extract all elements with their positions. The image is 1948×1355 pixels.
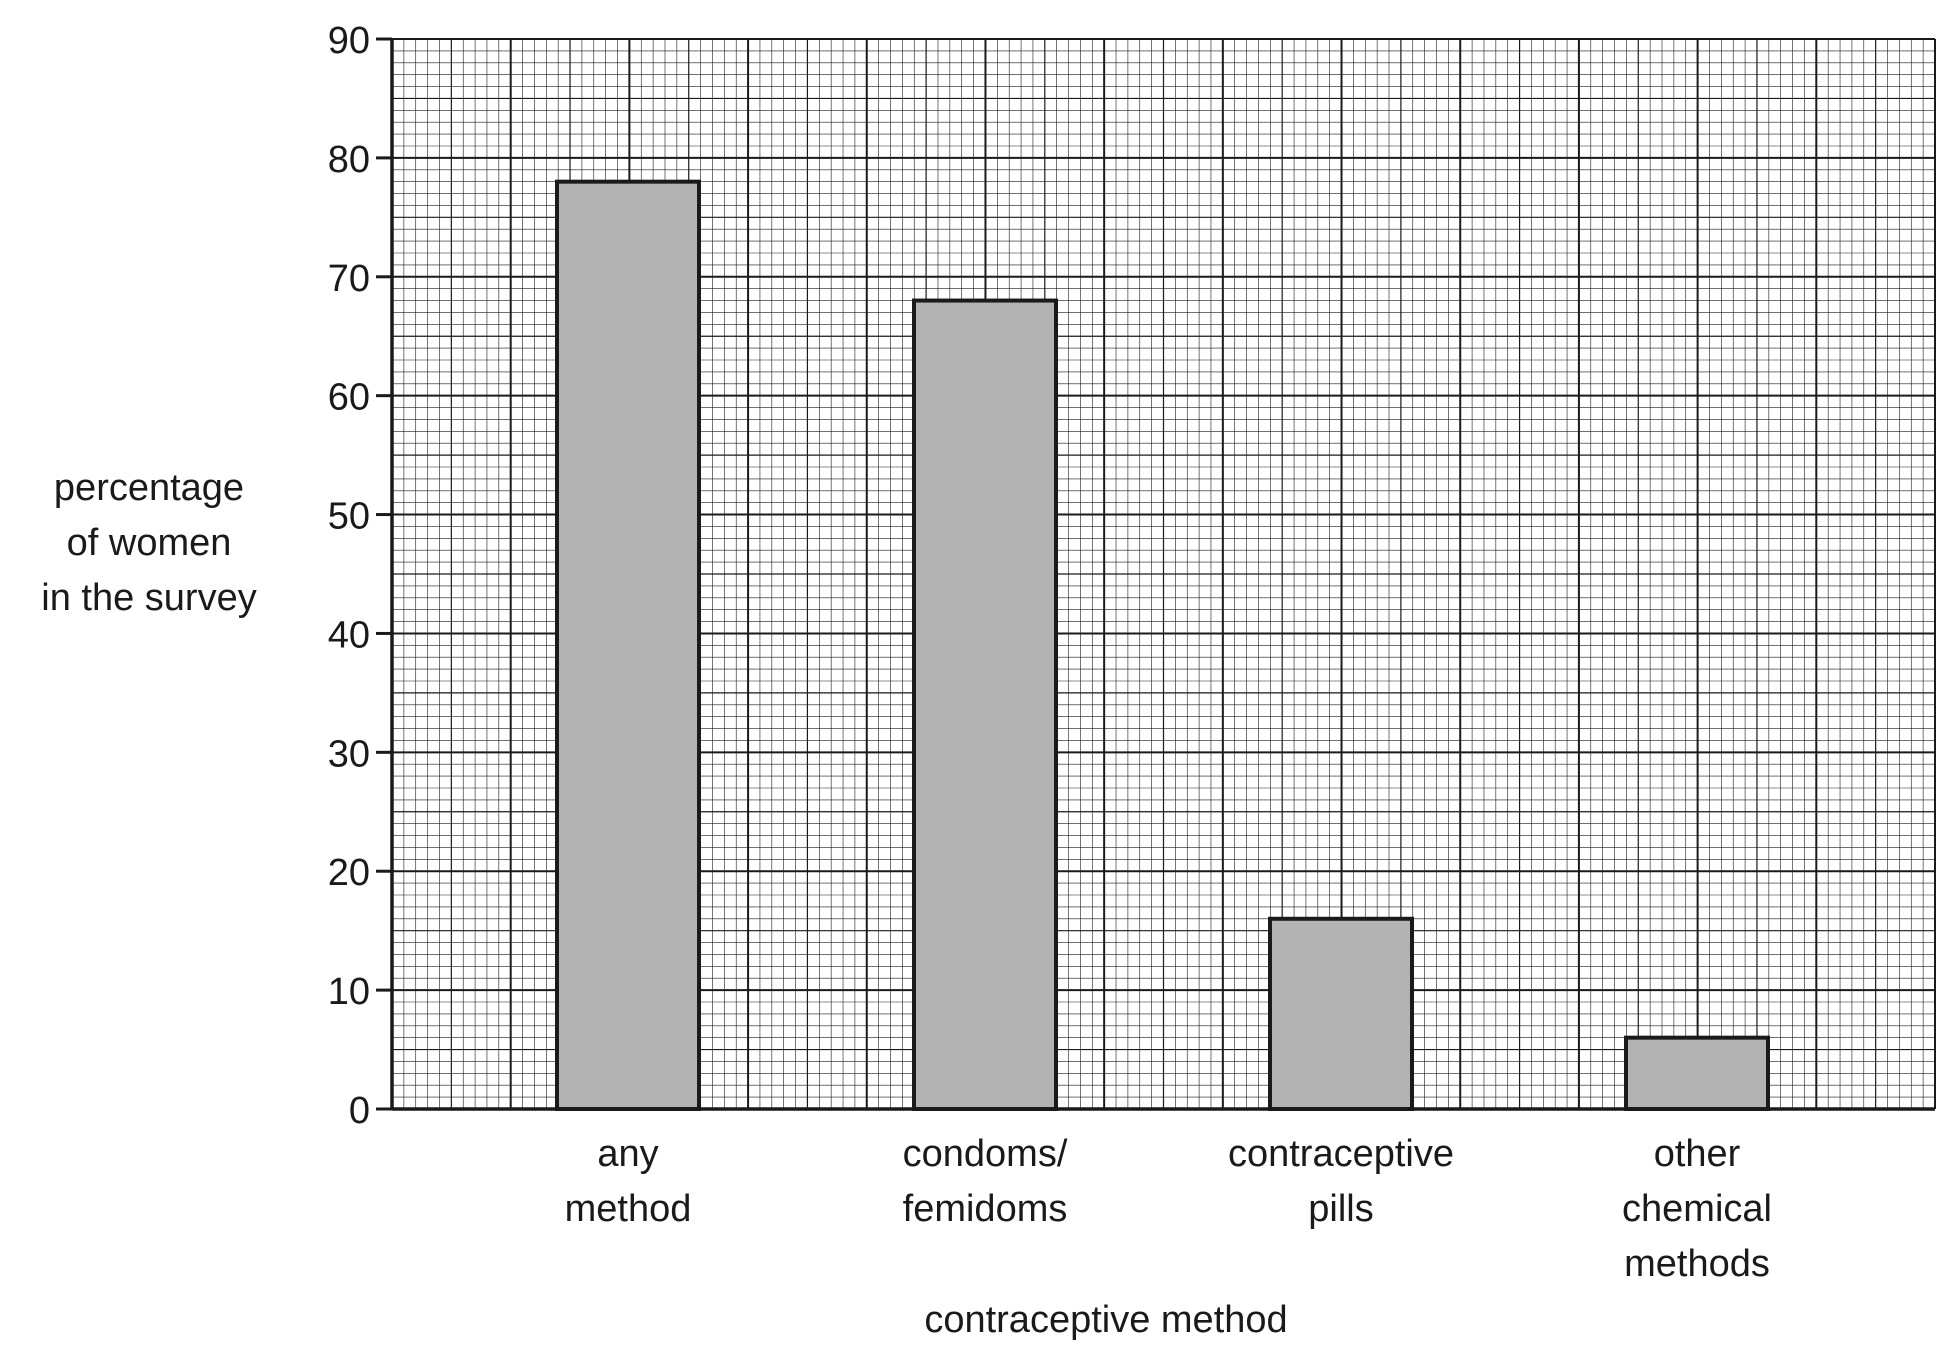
y-tick-label: 10 — [328, 971, 370, 1013]
y-tick-label: 70 — [328, 258, 370, 300]
bar-3 — [1624, 1035, 1770, 1111]
x-axis-label: contraceptive method — [924, 1299, 1287, 1341]
y-tick-label: 50 — [328, 496, 370, 538]
bar-0 — [555, 179, 701, 1111]
y-axis-label: percentage of women in the survey — [41, 467, 256, 619]
y-tick-labels: 0 10 20 30 40 50 60 70 80 90 — [328, 20, 392, 1132]
bars — [555, 179, 1770, 1111]
y-tick-label: 40 — [328, 614, 370, 656]
y-tick-label: 30 — [328, 733, 370, 775]
y-tick-label: 80 — [328, 139, 370, 181]
y-tick-label: 0 — [349, 1090, 370, 1132]
x-category-labels: any method condoms/femidoms contraceptive pi… — [565, 1133, 1772, 1285]
x-category-label: condoms/femidoms — [903, 1133, 1068, 1230]
bar-1 — [912, 298, 1058, 1111]
y-tick-label: 60 — [328, 377, 370, 419]
y-tick-label: 90 — [328, 20, 370, 62]
x-category-label: contraceptive pills — [1228, 1133, 1454, 1230]
bar-2 — [1268, 916, 1414, 1111]
axes — [390, 39, 1935, 1111]
x-category-label: any method — [565, 1133, 692, 1230]
y-tick-label: 20 — [328, 852, 370, 894]
x-category-label: other chemical methods — [1622, 1133, 1772, 1285]
